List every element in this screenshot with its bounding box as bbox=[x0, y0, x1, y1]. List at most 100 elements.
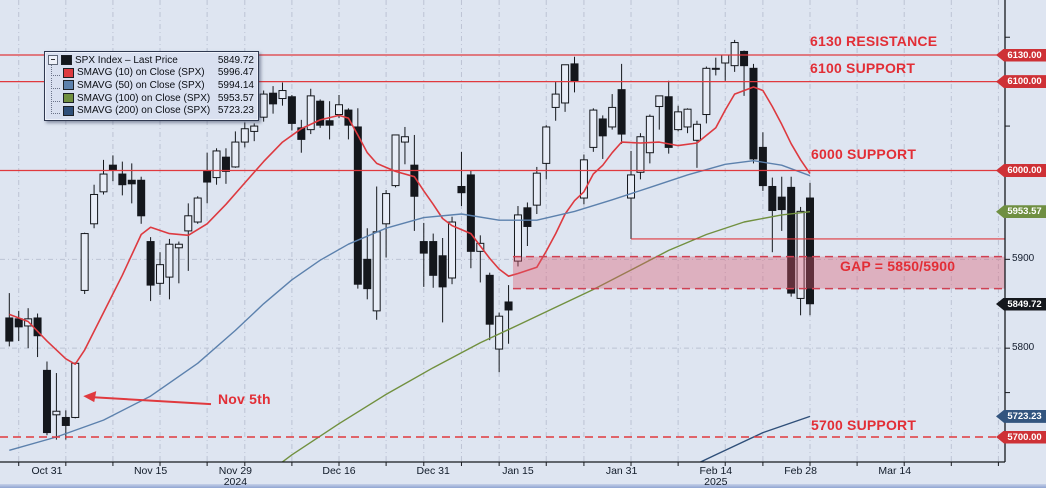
price-badge-5849.72: 5849.72 bbox=[996, 297, 1046, 311]
x-axis-label-dec-16: Dec 16 bbox=[322, 465, 356, 477]
series-swatch-smavg-10 bbox=[63, 67, 74, 78]
legend-label-smavg-200: SMAVG (200) on Close (SPX) bbox=[77, 105, 211, 117]
candle-body bbox=[363, 258, 372, 290]
legend-tree-branch-icon bbox=[51, 103, 60, 115]
candle-body bbox=[146, 241, 155, 286]
candle-body bbox=[448, 221, 457, 279]
nov5-arrow-head bbox=[83, 391, 97, 403]
candle-body bbox=[61, 416, 70, 426]
y-axis-label-5800: 5800 bbox=[1012, 342, 1035, 354]
candle-body bbox=[608, 106, 617, 128]
candle-body bbox=[335, 104, 343, 116]
legend-tree-branch-icon bbox=[51, 65, 60, 77]
candle-body bbox=[52, 410, 61, 416]
candle-body bbox=[184, 215, 193, 232]
legend-value-smavg-10: 5996.47 bbox=[217, 67, 254, 79]
annotation-5700-support[interactable]: 5700 SUPPORT bbox=[811, 417, 917, 433]
series-swatch-smavg-200 bbox=[63, 105, 74, 116]
x-axis-label-nov-15: Nov 15 bbox=[133, 465, 168, 477]
candle-body bbox=[476, 242, 485, 252]
legend-collapse-icon[interactable] bbox=[48, 55, 58, 66]
gap-zone-band bbox=[512, 256, 1005, 289]
legend-row-smavg-50[interactable]: SMAVG (50) on Close (SPX) 5994.14 bbox=[48, 77, 254, 92]
annotation-6130-resistance[interactable]: 6130 RESISTANCE bbox=[810, 33, 938, 49]
candle-body bbox=[749, 67, 758, 160]
candle-body bbox=[777, 196, 786, 211]
candle-body bbox=[372, 231, 381, 312]
candle-body bbox=[513, 214, 522, 262]
candle-body bbox=[240, 128, 249, 143]
candle-body bbox=[655, 95, 664, 108]
legend-row-smavg-100[interactable]: SMAVG (100) on Close (SPX) 5953.57 bbox=[48, 90, 254, 105]
candle-body bbox=[127, 179, 136, 185]
price-badge-5700.00: 5700.00 bbox=[996, 430, 1046, 444]
legend-label-smavg-100: SMAVG (100) on Close (SPX) bbox=[77, 92, 211, 104]
x-axis-year-label-2025: 2025 bbox=[704, 476, 728, 488]
candle-body bbox=[156, 264, 165, 284]
candle-body bbox=[250, 125, 259, 132]
candle-body bbox=[306, 95, 315, 131]
candle-body bbox=[598, 118, 607, 137]
candle-body bbox=[645, 115, 654, 154]
candle-body bbox=[570, 63, 579, 82]
candle-body bbox=[664, 96, 673, 148]
candle-body bbox=[466, 174, 475, 252]
plot-area bbox=[0, 0, 1005, 462]
candle-body bbox=[221, 156, 230, 172]
series-swatch-smavg-100 bbox=[63, 93, 74, 104]
x-axis-label-feb-14: Feb 14 bbox=[699, 465, 733, 477]
candle-body bbox=[108, 164, 117, 171]
candle-body bbox=[692, 123, 701, 141]
candle-body bbox=[71, 362, 80, 418]
legend-tree-branch-icon bbox=[51, 77, 60, 89]
annotation-6000-support[interactable]: 6000 SUPPORT bbox=[811, 146, 917, 162]
price-badge-5723.23: 5723.23 bbox=[996, 409, 1046, 423]
candle-body bbox=[551, 93, 560, 108]
candle-body bbox=[457, 185, 466, 194]
legend-value-smavg-200: 5723.23 bbox=[217, 105, 254, 117]
candle-body bbox=[730, 42, 739, 67]
annotation-nov-5th[interactable]: Nov 5th bbox=[218, 391, 271, 407]
candle-body bbox=[231, 141, 240, 168]
x-axis-year-label-2024: 2024 bbox=[223, 476, 248, 488]
candle-body bbox=[561, 64, 570, 104]
candle-body bbox=[702, 67, 711, 116]
candle-body bbox=[212, 150, 221, 179]
candle-body bbox=[617, 89, 626, 135]
legend-row-smavg-10[interactable]: SMAVG (10) on Close (SPX) 5996.47 bbox=[48, 65, 254, 80]
candle-body bbox=[768, 185, 777, 211]
x-axis-label-jan-15: Jan 15 bbox=[502, 465, 534, 477]
candle-body bbox=[5, 317, 14, 342]
candle-body bbox=[542, 126, 551, 164]
legend-value-smavg-50: 5994.14 bbox=[217, 79, 254, 91]
candle-body bbox=[137, 179, 146, 217]
candle-body bbox=[99, 173, 108, 193]
annotation-gap-label[interactable]: GAP = 5850/5900 bbox=[840, 258, 956, 274]
candle-body bbox=[636, 136, 645, 173]
price-badge-6130.00: 6130.00 bbox=[996, 48, 1046, 62]
moving-average-line-0 bbox=[9, 86, 811, 366]
series-swatch-smavg-50 bbox=[63, 80, 74, 91]
moving-average-line-1 bbox=[9, 159, 811, 451]
x-axis-label-nov-29: Nov 29 bbox=[218, 465, 253, 477]
legend-label-spx: SPX Index – Last Price bbox=[75, 54, 178, 66]
legend-row-spx-index[interactable]: SPX Index – Last Price 5849.72 bbox=[48, 54, 254, 67]
candle-body bbox=[325, 120, 334, 126]
candle-body bbox=[203, 169, 212, 183]
legend-row-smavg-200[interactable]: SMAVG (200) on Close (SPX) 5723.23 bbox=[48, 103, 254, 117]
candle-body bbox=[90, 193, 99, 225]
annotation-6100-support[interactable]: 6100 SUPPORT bbox=[810, 60, 916, 76]
candle-body bbox=[504, 301, 513, 311]
candlestick-series bbox=[5, 39, 814, 440]
chart-legend: SPX Index – Last Price 5849.72 SMAVG (10… bbox=[44, 51, 259, 121]
candle-body bbox=[683, 108, 692, 128]
legend-tree-branch-icon bbox=[51, 90, 60, 102]
candle-body bbox=[579, 159, 588, 199]
candle-body bbox=[740, 50, 749, 67]
price-badge-5953.57: 5953.57 bbox=[996, 205, 1046, 219]
nov5-arrow-line bbox=[91, 396, 212, 406]
moving-average-line-2 bbox=[281, 211, 811, 462]
candle-body bbox=[419, 241, 428, 254]
